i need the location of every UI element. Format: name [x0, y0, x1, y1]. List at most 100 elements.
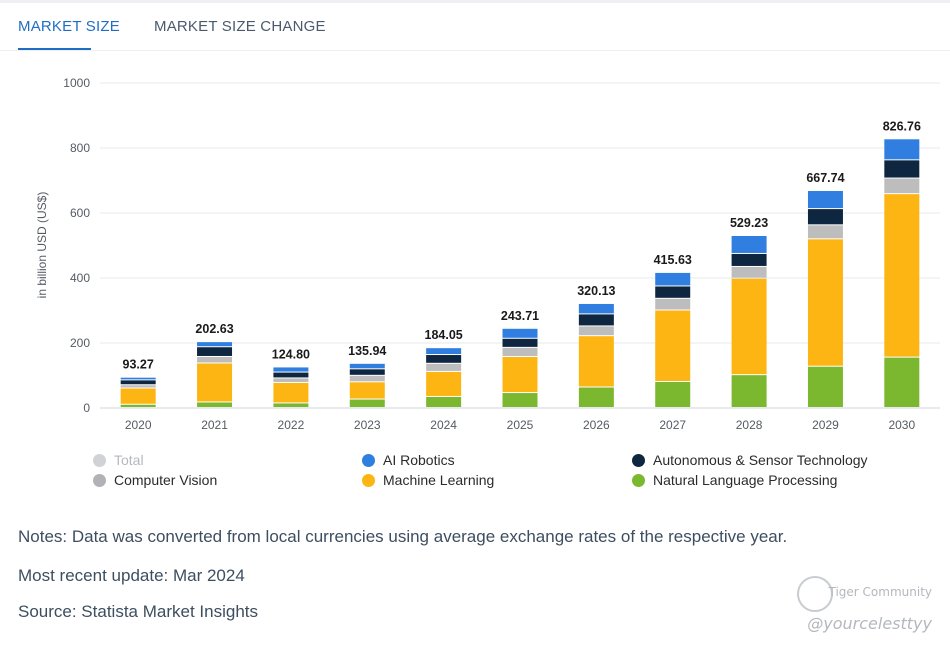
bar-segment[interactable]	[426, 348, 462, 355]
tab-market-size-change[interactable]: MARKET SIZE CHANGE	[154, 18, 326, 35]
bar-segment[interactable]	[578, 336, 614, 387]
y-tick-label: 200	[70, 336, 90, 350]
legend-label: Machine Learning	[383, 472, 495, 488]
bar-segment[interactable]	[426, 355, 462, 363]
bar-segment[interactable]	[502, 328, 538, 338]
bar-segment[interactable]	[731, 278, 767, 375]
bar-segment[interactable]	[197, 402, 233, 407]
active-tab-indicator	[18, 48, 91, 50]
y-tick-label: 1000	[63, 76, 90, 90]
x-tick-label: 2029	[812, 418, 839, 432]
legend-item-machine-learning[interactable]: Machine Learning	[362, 472, 494, 488]
bar-segment[interactable]	[655, 382, 691, 407]
bar-segment[interactable]	[578, 387, 614, 407]
legend-label: AI Robotics	[383, 452, 455, 468]
bar-segment[interactable]	[426, 363, 462, 371]
bar-segment[interactable]	[502, 356, 538, 393]
x-tick-label: 2022	[278, 418, 305, 432]
bar-segment[interactable]	[655, 298, 691, 310]
legend-item-nlp[interactable]: Natural Language Processing	[632, 472, 837, 488]
chart-legend: Total AI Robotics Autonomous & Sensor Te…	[93, 452, 933, 492]
bar-segment[interactable]	[807, 190, 843, 209]
bar-segment[interactable]	[502, 393, 538, 407]
bar-segment[interactable]	[655, 310, 691, 382]
bar-segment[interactable]	[120, 380, 156, 385]
total-value-label: 135.94	[348, 344, 386, 358]
bar-segment[interactable]	[120, 404, 156, 407]
bar-segment[interactable]	[349, 382, 385, 399]
legend-item-total[interactable]: Total	[93, 452, 144, 468]
legend-dot-icon	[362, 453, 375, 467]
bar-segment[interactable]	[884, 160, 920, 178]
bar-segment[interactable]	[197, 342, 233, 347]
legend-dot-icon	[362, 473, 375, 487]
bar-segment[interactable]	[655, 272, 691, 286]
x-tick-label: 2025	[507, 418, 534, 432]
legend-item-autonomous-sensor[interactable]: Autonomous & Sensor Technology	[632, 452, 868, 468]
legend-dot-icon	[632, 473, 645, 487]
tab-market-size[interactable]: MARKET SIZE	[18, 18, 120, 35]
x-axis-ticks: 2020 2021 2022 2023 2024 2025 2026 2027 2028 2029…	[125, 418, 916, 432]
top-border	[0, 0, 950, 3]
bar-segment[interactable]	[884, 139, 920, 160]
legend-item-computer-vision[interactable]: Computer Vision	[93, 472, 217, 488]
total-labels: 93.27 202.63 124.80 135.94 184.05 243.71 320.1…	[123, 119, 921, 371]
bar-segment[interactable]	[197, 363, 233, 402]
legend-label: Total	[114, 452, 144, 468]
bar-segment[interactable]	[578, 303, 614, 314]
bar-segment[interactable]	[502, 338, 538, 347]
total-value-label: 529.23	[730, 216, 768, 230]
x-tick-label: 2027	[659, 418, 686, 432]
legend-label: Natural Language Processing	[653, 472, 838, 488]
bar-segment[interactable]	[731, 266, 767, 278]
bar-segment[interactable]	[578, 314, 614, 326]
bar-segment[interactable]	[349, 375, 385, 382]
bar-segment[interactable]	[884, 194, 920, 357]
total-value-label: 415.63	[654, 253, 692, 267]
total-value-label: 184.05	[425, 328, 463, 342]
bar-segment[interactable]	[120, 385, 156, 388]
total-value-label: 93.27	[123, 358, 154, 372]
legend-dot-icon	[632, 453, 645, 467]
bar-segment[interactable]	[273, 378, 309, 382]
bar-segment[interactable]	[426, 371, 462, 396]
bar-segment[interactable]	[426, 396, 462, 407]
total-value-label: 202.63	[195, 322, 233, 336]
chart-bars	[120, 139, 920, 407]
bar-segment[interactable]	[655, 286, 691, 298]
bar-segment[interactable]	[731, 236, 767, 253]
total-value-label: 243.71	[501, 309, 539, 323]
bar-segment[interactable]	[884, 357, 920, 407]
bar-segment[interactable]	[273, 382, 309, 403]
bar-segment[interactable]	[120, 377, 156, 380]
bar-segment[interactable]	[120, 388, 156, 404]
watermark-brand: Tiger Community	[828, 585, 933, 599]
bar-segment[interactable]	[884, 178, 920, 194]
x-tick-label: 2030	[888, 418, 915, 432]
y-tick-label: 600	[70, 206, 90, 220]
legend-label: Computer Vision	[114, 472, 218, 488]
tiger-logo-icon	[797, 576, 833, 612]
bar-segment[interactable]	[197, 356, 233, 363]
bar-segment[interactable]	[273, 403, 309, 407]
bar-segment[interactable]	[273, 372, 309, 378]
bar-segment[interactable]	[273, 367, 309, 372]
bar-segment[interactable]	[578, 326, 614, 336]
total-value-label: 667.74	[806, 171, 844, 185]
bar-segment[interactable]	[349, 369, 385, 375]
source-text: Source: Statista Market Insights	[18, 602, 258, 621]
bar-segment[interactable]	[349, 363, 385, 369]
bar-segment[interactable]	[807, 225, 843, 239]
bar-segment[interactable]	[349, 399, 385, 407]
bar-segment[interactable]	[731, 253, 767, 266]
bar-segment[interactable]	[807, 239, 843, 366]
bar-segment[interactable]	[731, 375, 767, 407]
legend-dot-icon	[93, 473, 106, 487]
bar-segment[interactable]	[502, 347, 538, 356]
legend-item-ai-robotics[interactable]: AI Robotics	[362, 452, 455, 468]
bar-segment[interactable]	[807, 366, 843, 407]
bar-segment[interactable]	[197, 347, 233, 356]
bar-segment[interactable]	[807, 209, 843, 225]
y-tick-label: 0	[83, 401, 90, 415]
